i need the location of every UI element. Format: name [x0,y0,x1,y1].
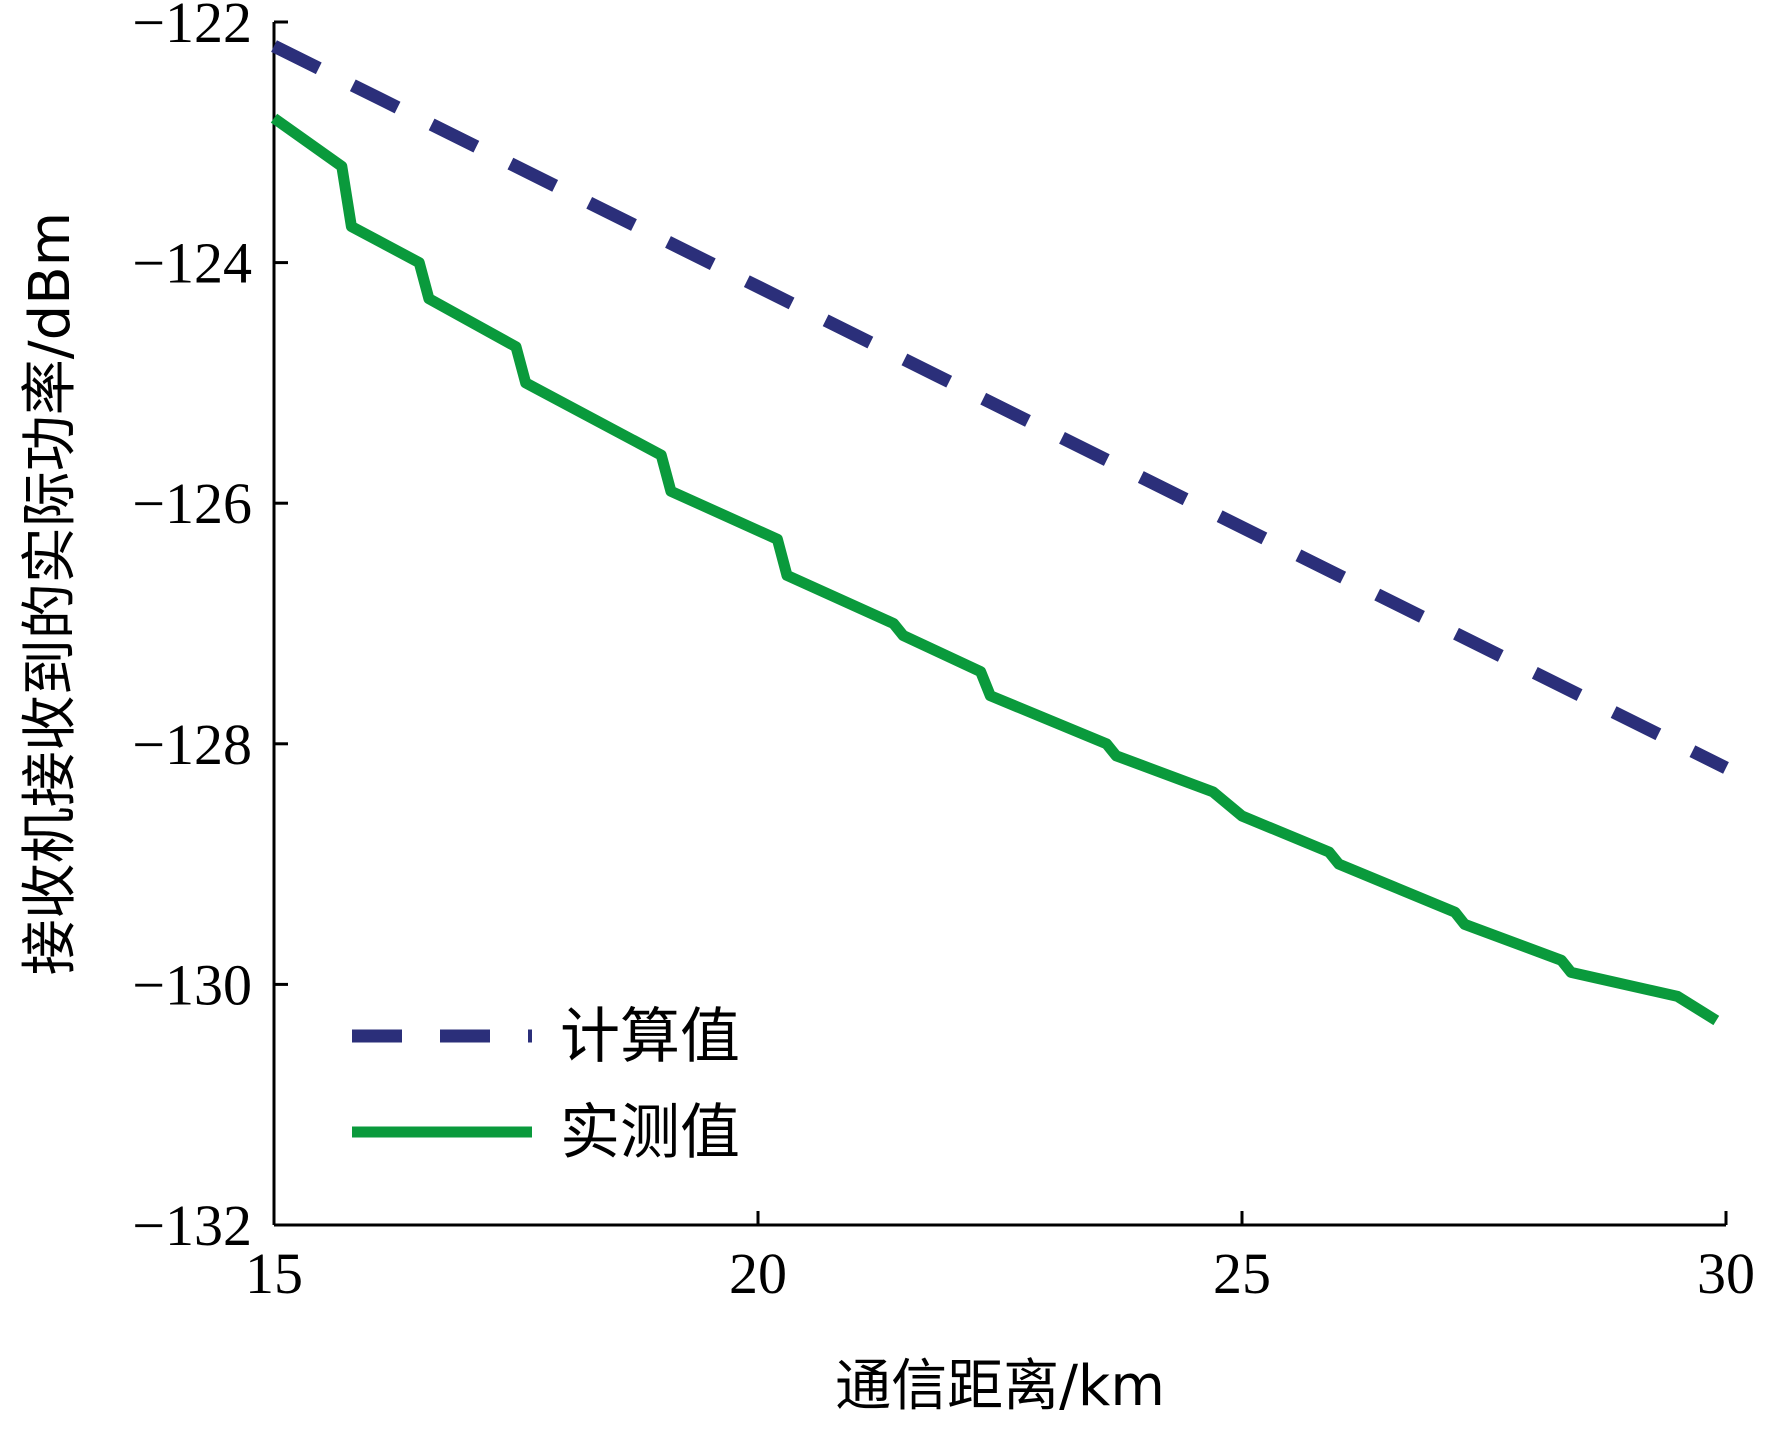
legend: 计算值 实测值 [352,1002,740,1168]
x-tick-label: 30 [1697,1241,1755,1306]
y-tick-label: −126 [132,471,252,536]
series-line-calculated [271,40,1729,774]
x-axis-title: 通信距离/km [835,1354,1165,1419]
y-tick-label: −128 [132,712,252,777]
x-axis-ticks: 15 20 25 30 [245,1211,1755,1306]
series-line-measured [270,113,1720,1026]
x-tick-label: 15 [245,1241,303,1306]
y-tick-label: −124 [132,231,252,296]
y-axis-title: 接收机接收到的实际功率/dBm [18,212,83,975]
legend-label-measured: 实测值 [560,1098,740,1168]
y-tick-label: −130 [132,952,252,1017]
x-tick-label: 20 [729,1241,787,1306]
y-axis-ticks: −122 −124 −126 −128 −130 −132 [132,0,288,1258]
x-tick-label: 25 [1213,1241,1271,1306]
y-tick-label: −132 [132,1193,252,1258]
series-layer [270,40,1729,1026]
plot-frame [272,22,1726,1227]
y-tick-label: −122 [132,0,252,55]
legend-label-calculated: 计算值 [560,1002,740,1072]
